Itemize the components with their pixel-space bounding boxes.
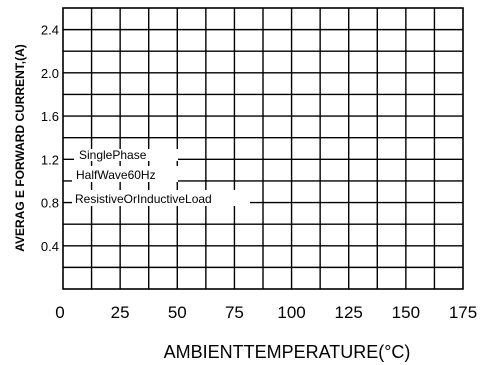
y-tick-label: 2.4	[41, 23, 59, 38]
annotation-half-wave: HalfWave60Hz	[76, 168, 156, 182]
y-tick-label: 2.0	[41, 66, 59, 81]
x-tick-label: 50	[168, 303, 187, 322]
x-tick-label: 150	[392, 303, 420, 322]
annotation-single-phase: SinglePhase	[79, 148, 147, 162]
x-tick-label: 25	[111, 303, 130, 322]
y-axis-title: AVERAG E FORWARD CURRENT,(A)	[13, 44, 27, 252]
annotation-bg-1	[74, 149, 178, 161]
x-tick-label: 125	[335, 303, 363, 322]
x-tick-labels: 0 25 50 75 100 125 150 175	[55, 303, 477, 322]
y-tick-label: 0.8	[41, 196, 59, 211]
x-tick-label: 75	[225, 303, 244, 322]
y-tick-label: 0.4	[41, 239, 59, 254]
y-tick-labels: 0.4 0.8 1.2 1.6 2.0 2.4	[41, 23, 59, 254]
annotation-bg-3	[72, 190, 250, 206]
x-tick-label: 100	[277, 303, 305, 322]
annotation-load: ResistiveOrInductiveLoad	[75, 192, 212, 206]
grid-lines	[63, 8, 463, 289]
x-axis-title: AMBIENTTEMPERATURE(°C)	[164, 342, 411, 362]
y-tick-label: 1.6	[41, 109, 59, 124]
plot-frame	[62, 7, 464, 290]
y-tick-label: 1.2	[41, 152, 59, 167]
x-tick-label: 0	[55, 303, 64, 322]
annotation-bg-2	[72, 166, 178, 182]
x-tick-label: 175	[449, 303, 477, 322]
